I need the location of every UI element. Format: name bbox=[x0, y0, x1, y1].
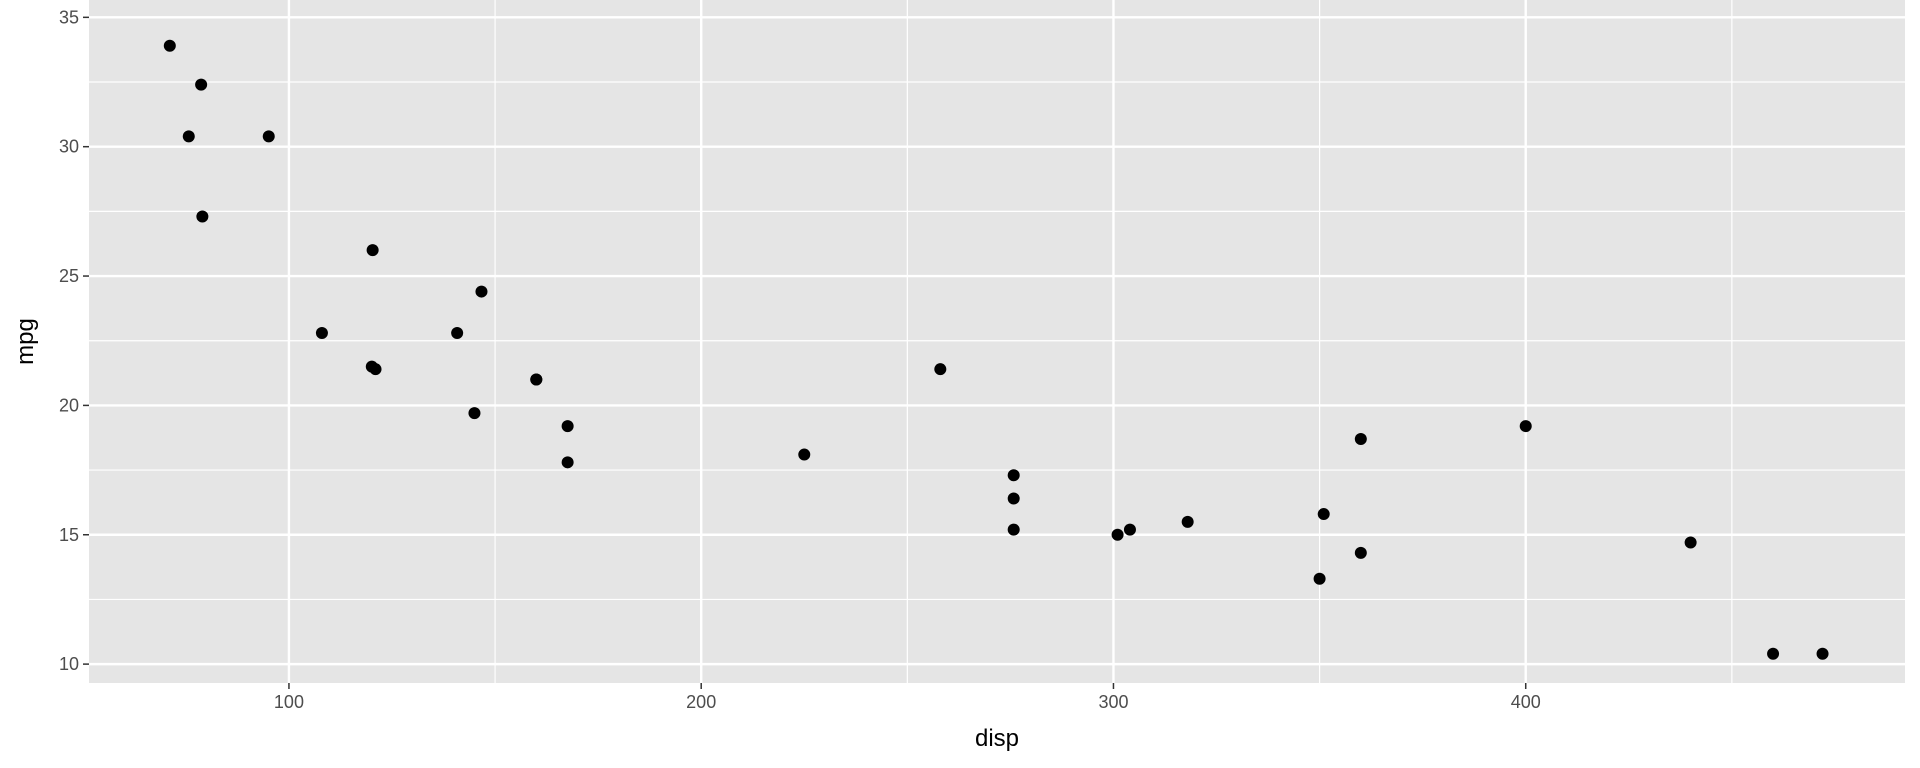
data-point bbox=[195, 78, 208, 91]
x-tick-label: 400 bbox=[1511, 692, 1541, 712]
data-point bbox=[369, 363, 382, 376]
data-point bbox=[561, 456, 574, 469]
data-point bbox=[1816, 647, 1829, 660]
y-tick-label: 30 bbox=[59, 137, 79, 157]
data-point bbox=[1181, 515, 1194, 528]
data-point bbox=[934, 363, 947, 376]
data-point bbox=[561, 420, 574, 433]
data-point bbox=[1313, 572, 1326, 585]
data-point bbox=[163, 39, 176, 52]
x-tick-label: 200 bbox=[686, 692, 716, 712]
data-point bbox=[262, 130, 275, 143]
data-point bbox=[1354, 546, 1367, 559]
data-point bbox=[1123, 523, 1136, 536]
data-point bbox=[196, 210, 209, 223]
data-point bbox=[1007, 523, 1020, 536]
data-point bbox=[366, 244, 379, 257]
data-point bbox=[468, 407, 481, 420]
y-tick-label: 25 bbox=[59, 266, 79, 286]
data-point bbox=[1684, 536, 1697, 549]
data-point bbox=[530, 373, 543, 386]
data-point bbox=[1519, 420, 1532, 433]
data-point bbox=[1111, 528, 1124, 541]
x-tick-label: 300 bbox=[1098, 692, 1128, 712]
data-point bbox=[475, 285, 488, 298]
y-tick-label: 20 bbox=[59, 395, 79, 415]
data-point bbox=[315, 326, 328, 339]
plot-panel bbox=[89, 0, 1905, 683]
data-point bbox=[1317, 508, 1330, 521]
data-point bbox=[1007, 492, 1020, 505]
y-tick-label: 35 bbox=[59, 7, 79, 27]
y-tick-label: 15 bbox=[59, 525, 79, 545]
data-point bbox=[182, 130, 195, 143]
data-point bbox=[1007, 469, 1020, 482]
y-axis-title: mpg bbox=[12, 318, 39, 365]
x-tick-label: 100 bbox=[274, 692, 304, 712]
data-point bbox=[1767, 647, 1780, 660]
data-point bbox=[1354, 433, 1367, 446]
data-point bbox=[798, 448, 811, 461]
x-axis-title: disp bbox=[975, 725, 1019, 752]
data-point bbox=[451, 326, 464, 339]
y-tick-label: 10 bbox=[59, 654, 79, 674]
